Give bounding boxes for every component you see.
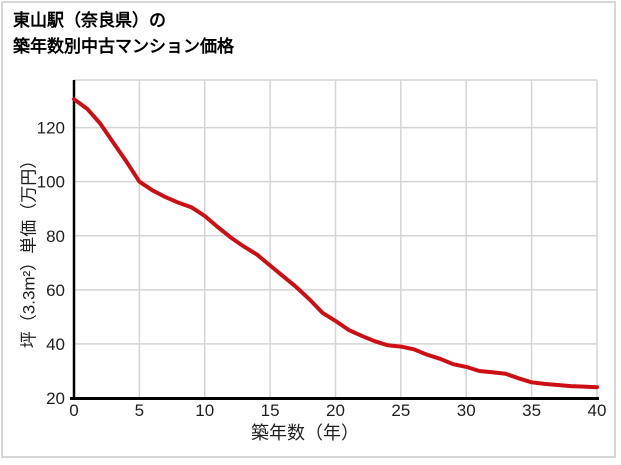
y-tick-label: 100 [37, 173, 65, 192]
x-tick-label: 10 [195, 401, 214, 420]
x-tick-label: 20 [326, 401, 345, 420]
price-line [72, 97, 599, 390]
y-tick-label: 60 [46, 281, 65, 300]
y-tick-label: 40 [46, 335, 65, 354]
x-tick-label: 15 [261, 401, 280, 420]
x-tick-label: 30 [457, 401, 476, 420]
chart-title-line2: 築年数別中古マンション価格 [13, 37, 234, 56]
x-tick-label: 5 [135, 401, 144, 420]
x-tick-label: 35 [522, 401, 541, 420]
x-tick-label: 40 [588, 401, 607, 420]
x-axis-label: 築年数（年） [251, 423, 359, 443]
chart-card [1, 1, 616, 458]
chart-title: 東山駅（奈良県）の 築年数別中古マンション価格 [13, 8, 234, 60]
y-tick-label: 120 [37, 119, 65, 138]
y-tick-label: 80 [46, 227, 65, 246]
x-tick-label: 0 [69, 401, 78, 420]
y-tick-label: 20 [46, 389, 65, 408]
chart-title-line1: 東山駅（奈良県）の [13, 11, 166, 30]
x-tick-label: 25 [391, 401, 410, 420]
